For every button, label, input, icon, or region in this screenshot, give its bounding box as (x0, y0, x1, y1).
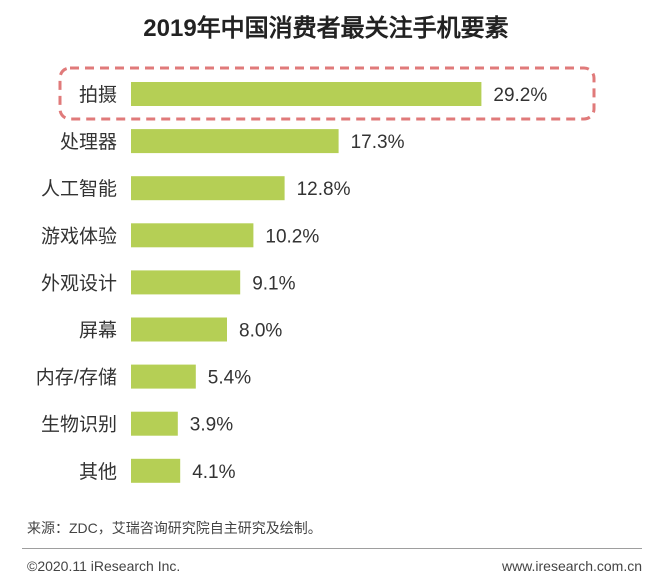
category-label: 屏幕 (79, 320, 117, 342)
source-note: 来源：ZDC，艾瑞咨询研究院自主研究及绘制。 (27, 520, 322, 536)
website-link[interactable]: www.iresearch.com.cn (501, 558, 642, 574)
value-label: 29.2% (493, 85, 547, 106)
value-label: 10.2% (265, 226, 319, 247)
bar (131, 317, 227, 342)
value-label: 4.1% (192, 462, 235, 483)
bar (131, 458, 181, 483)
chart-title: 2019年中国消费者最关注手机要素 (143, 15, 509, 42)
value-label: 12.8% (297, 179, 351, 200)
bar (131, 223, 254, 248)
bar-chart: 拍摄 29.2% 处理器 17.3% 人工智能 12.8% 游戏体验 10.2% 外观设计 9.1… (36, 66, 596, 483)
bar (131, 270, 241, 295)
category-label: 处理器 (60, 131, 117, 153)
copyright-text: ©2020.11 iResearch Inc. (27, 558, 181, 574)
category-label: 游戏体验 (41, 225, 117, 247)
value-label: 17.3% (351, 132, 405, 153)
value-label: 3.9% (190, 415, 233, 436)
category-label: 内存/存储 (36, 367, 117, 389)
category-label: 拍摄 (79, 84, 117, 106)
bar (131, 129, 339, 154)
value-label: 9.1% (252, 273, 295, 294)
category-label: 生物识别 (41, 414, 117, 436)
category-label: 人工智能 (41, 178, 117, 200)
bar (131, 411, 178, 436)
category-label: 外观设计 (41, 272, 117, 294)
value-label: 8.0% (239, 321, 282, 342)
bar (131, 176, 285, 201)
value-label: 5.4% (208, 368, 251, 389)
bar (131, 364, 196, 389)
category-label: 其他 (79, 461, 117, 483)
footer-divider (22, 548, 642, 549)
highlight-frame (58, 66, 596, 121)
bar (131, 82, 482, 106)
